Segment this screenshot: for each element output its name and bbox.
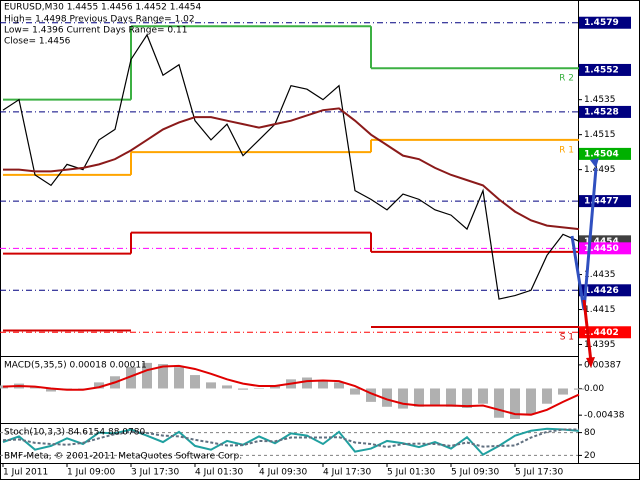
plot: 1.4535 1.4515 1.4495 1.4435 1.4415 1.4395 1.45…: [0, 3, 631, 478]
series-line: [3, 107, 580, 231]
y-tick-label: 1.4435: [584, 270, 616, 280]
level-label: 1.4528: [584, 107, 619, 117]
series-line: [2, 428, 580, 449]
histogram-bar: [174, 367, 184, 389]
histogram-bar: [510, 388, 520, 419]
y-tick-label: 80: [584, 428, 596, 438]
annotation: BMF-Meta, © 2001-2011 MetaQuotes Softwar…: [4, 452, 242, 462]
histogram-bar: [494, 388, 504, 418]
histogram-bar: [526, 388, 536, 415]
level-label: 1.4454: [584, 237, 619, 247]
info-line: High= 1.4498 Previous Days Range= 1.02: [4, 15, 195, 25]
histogram-bar: [126, 367, 136, 389]
level-label: 1.4579: [584, 18, 619, 28]
panel-title: Stoch(10,3,3) 84.6154 88.0780: [4, 428, 145, 438]
x-tick-label: 1 Jul 2011: [3, 468, 48, 478]
series-line: [2, 33, 580, 300]
arrow-head: [590, 158, 599, 168]
y-tick-label: 1.4515: [584, 130, 616, 140]
y-tick-label: 1.4535: [584, 95, 616, 105]
histogram-bar: [478, 388, 488, 404]
histogram-bar: [158, 364, 168, 389]
histogram-bar: [318, 381, 328, 389]
y-tick-label: 1.4495: [584, 165, 616, 175]
y-tick-label: 0.00387: [584, 360, 621, 370]
histogram-bar: [462, 388, 472, 408]
x-tick-label: 4 Jul 01:30: [195, 468, 244, 478]
histogram-bar: [30, 387, 40, 389]
histogram-bar: [334, 382, 344, 389]
histogram-bar: [446, 388, 456, 407]
level-label: 1.4402: [584, 328, 619, 338]
histogram-bar: [366, 388, 376, 402]
pivot-label: R 2: [559, 74, 574, 84]
info-line: Low= 1.4396 Current Days Range= 0.11: [4, 26, 187, 36]
level-label: 1.4450: [584, 244, 619, 254]
panel-title: EURUSD,M30 1.4455 1.4456 1.4452 1.4454: [4, 3, 202, 13]
x-tick-label: 4 Jul 17:30: [323, 468, 372, 478]
pivot-label: R 1: [559, 145, 574, 155]
level-box: [579, 284, 631, 297]
x-tick-label: 4 Jul 09:30: [259, 468, 308, 478]
level-label: 1.4426: [584, 286, 619, 296]
histogram-bar: [558, 388, 568, 395]
histogram-bar: [190, 375, 200, 389]
histogram-bar: [254, 388, 264, 389]
y-tick-label: 1.4395: [584, 340, 616, 350]
x-tick-label: 5 Jul 17:30: [515, 468, 564, 478]
info-line: Close= 1.4456: [4, 37, 71, 47]
histogram-bar: [302, 377, 312, 389]
histogram-bar: [206, 382, 216, 389]
series-line: [2, 364, 580, 416]
histogram-bar: [94, 382, 104, 389]
histogram-bar: [350, 388, 360, 395]
y-tick-label: -0.00438: [584, 411, 625, 421]
y-tick-label: 1.4415: [584, 305, 616, 315]
histogram-bar: [238, 388, 248, 390]
arrow: [582, 299, 593, 363]
histogram-bar: [142, 362, 152, 389]
histogram-bar: [574, 388, 584, 390]
y-tick-label: 20: [584, 451, 596, 461]
x-tick-label: 5 Jul 09:30: [451, 468, 500, 478]
pivot-label: S 1: [560, 333, 574, 343]
histogram-bar: [542, 388, 552, 404]
arrow-head: [586, 357, 595, 368]
y-tick-label: 0.00: [584, 384, 604, 394]
level-box: [579, 147, 631, 160]
level-box: [579, 242, 631, 255]
level-label: 1.4477: [584, 197, 619, 207]
histogram-bar: [398, 388, 408, 409]
histogram-bar: [46, 388, 56, 392]
histogram-bar: [414, 388, 424, 407]
x-tick-label: 5 Jul 01:30: [387, 468, 436, 478]
histogram-bar: [222, 385, 232, 389]
x-tick-label: 1 Jul 09:00: [67, 468, 116, 478]
level-box: [579, 63, 631, 76]
level-box: [579, 105, 631, 118]
level-label: 1.4504: [584, 149, 619, 159]
panel-title: MACD(5,35,5) 0.00018 0.00011: [4, 361, 147, 371]
histogram-bar: [382, 388, 392, 407]
level-label: 1.4552: [584, 65, 619, 75]
series-line: [2, 427, 580, 456]
histogram-bar: [430, 388, 440, 406]
level-box: [579, 326, 631, 339]
level-box: [579, 16, 631, 29]
x-tick-label: 3 Jul 17:30: [131, 468, 180, 478]
